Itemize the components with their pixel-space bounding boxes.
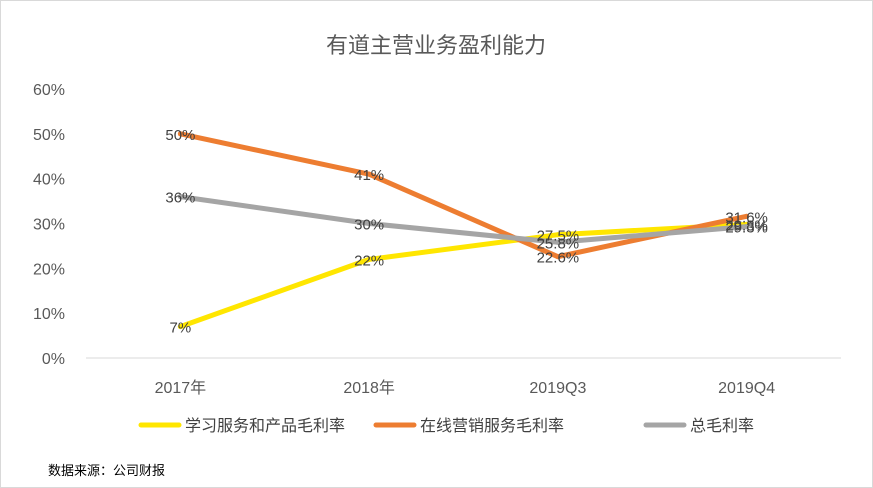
data-label: 36% <box>165 190 195 207</box>
axis-layer: 0% 10% 20% 30% 40% 50% 60% 2017年 2018年 2019Q3 2019… <box>33 82 841 397</box>
data-label: 31.6% <box>725 209 768 226</box>
data-label: 50% <box>165 127 195 144</box>
data-point <box>366 256 372 262</box>
data-point <box>555 254 561 260</box>
x-tick-label: 2019Q4 <box>718 380 775 397</box>
source-note: 数据来源：公司财报 <box>48 463 165 478</box>
series-line-1 <box>177 131 750 260</box>
legend: 学习服务和产品毛利率 在线营销服务毛利率 总毛利率 <box>138 417 754 435</box>
data-point <box>177 131 183 137</box>
x-tick-label: 2018年 <box>343 379 395 397</box>
data-point <box>744 213 750 219</box>
y-tick-label: 10% <box>33 306 65 323</box>
data-point <box>177 324 183 330</box>
data-label: 41% <box>354 167 384 184</box>
data-point <box>366 221 372 226</box>
chart-title: 有道主营业务盈利能力 <box>326 33 546 58</box>
y-tick-label: 60% <box>33 82 65 99</box>
x-tick-label: 2019Q3 <box>529 380 586 397</box>
data-label: 29.8% <box>725 217 768 234</box>
series-line-0 <box>177 221 750 330</box>
data-label: 22.6% <box>537 250 580 267</box>
data-label-layer: 7% 22% 27.5% 29.8% 50% 41% 22.6% 31.6% 36% 30% 25.… <box>165 127 768 337</box>
y-tick-label: 50% <box>33 127 65 144</box>
data-point <box>555 239 561 245</box>
data-label: 29.3% <box>725 220 768 237</box>
data-label: 30% <box>354 217 384 234</box>
y-tick-label: 30% <box>33 217 65 234</box>
series-layer <box>177 131 750 330</box>
data-label: 25.8% <box>537 235 580 252</box>
data-point <box>177 194 183 200</box>
y-tick-label: 0% <box>42 351 65 368</box>
data-point <box>366 171 372 177</box>
series-line-2 <box>177 194 750 245</box>
data-label: 7% <box>170 320 192 337</box>
legend-label-1: 在线营销服务毛利率 <box>420 417 564 435</box>
data-point <box>555 232 561 238</box>
data-label: 22% <box>354 252 384 269</box>
legend-label-2: 总毛利率 <box>690 417 754 435</box>
y-tick-label: 20% <box>33 261 65 278</box>
legend-label-0: 学习服务和产品毛利率 <box>185 417 345 435</box>
data-point <box>744 224 750 230</box>
data-label: 27.5% <box>537 228 580 245</box>
y-tick-label: 40% <box>33 172 65 189</box>
x-tick-label: 2017年 <box>155 379 207 397</box>
